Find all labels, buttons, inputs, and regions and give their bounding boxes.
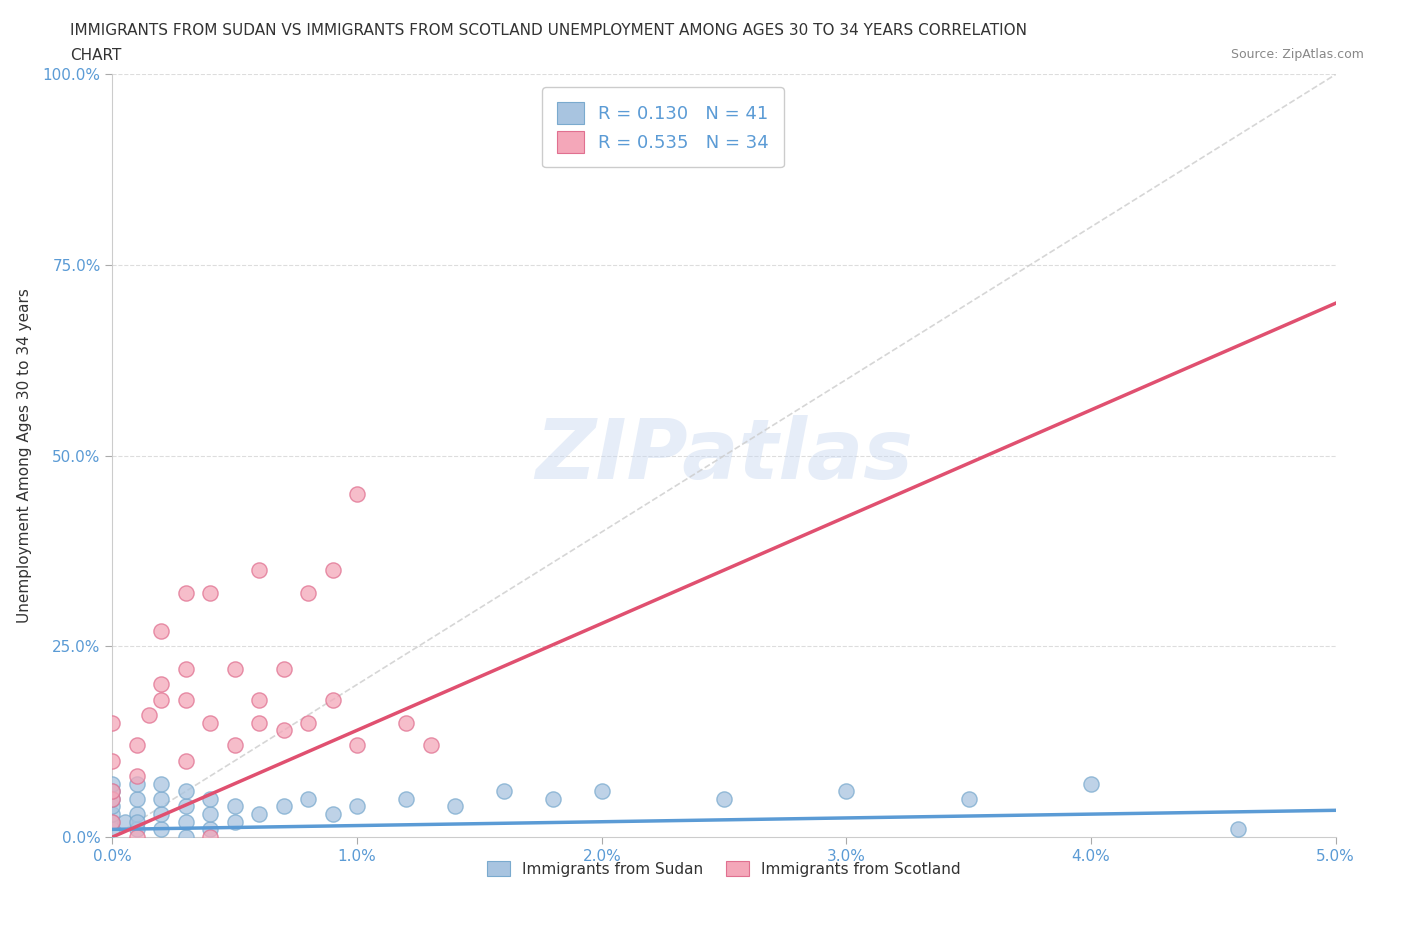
Point <box>125 822 148 837</box>
Point <box>174 753 197 768</box>
Point <box>200 791 222 806</box>
Point <box>247 563 270 578</box>
Point <box>125 738 148 753</box>
Point <box>101 791 124 806</box>
Point <box>125 806 148 821</box>
Point <box>125 815 148 830</box>
Point <box>125 777 148 791</box>
Point <box>174 662 197 677</box>
Point <box>200 822 222 837</box>
Point <box>346 486 368 501</box>
Point <box>346 738 368 753</box>
Point <box>224 738 246 753</box>
Point <box>125 768 148 783</box>
Point <box>444 799 467 814</box>
Point <box>150 791 173 806</box>
Point <box>174 586 197 601</box>
Point <box>150 624 173 639</box>
Point <box>174 815 197 830</box>
Point <box>492 784 515 799</box>
Point <box>101 815 124 830</box>
Point <box>835 784 858 799</box>
Point <box>273 723 295 737</box>
Point <box>114 815 136 830</box>
Text: ZIPatlas: ZIPatlas <box>536 415 912 497</box>
Point <box>322 806 344 821</box>
Point <box>1226 822 1249 837</box>
Point <box>247 806 270 821</box>
Point <box>200 715 222 730</box>
Point <box>101 753 124 768</box>
Point <box>419 738 441 753</box>
Point <box>273 662 295 677</box>
Point <box>101 715 124 730</box>
Point <box>101 822 124 837</box>
Legend: Immigrants from Sudan, Immigrants from Scotland: Immigrants from Sudan, Immigrants from S… <box>481 855 967 883</box>
Point <box>247 692 270 707</box>
Point <box>273 799 295 814</box>
Point <box>150 777 173 791</box>
Point <box>138 708 160 723</box>
Point <box>322 692 344 707</box>
Point <box>224 662 246 677</box>
Point <box>101 777 124 791</box>
Point <box>101 791 124 806</box>
Point <box>150 822 173 837</box>
Point <box>125 830 148 844</box>
Point <box>322 563 344 578</box>
Point <box>1080 777 1102 791</box>
Point <box>101 784 124 799</box>
Point <box>297 586 319 601</box>
Point <box>395 715 418 730</box>
Point <box>224 815 246 830</box>
Point <box>395 791 418 806</box>
Point <box>174 799 197 814</box>
Point <box>101 806 124 821</box>
Point <box>174 830 197 844</box>
Point <box>101 815 124 830</box>
Point <box>591 784 613 799</box>
Point <box>297 715 319 730</box>
Point <box>200 806 222 821</box>
Point <box>174 692 197 707</box>
Point <box>247 715 270 730</box>
Point <box>224 799 246 814</box>
Point <box>541 791 564 806</box>
Text: Source: ZipAtlas.com: Source: ZipAtlas.com <box>1230 48 1364 61</box>
Point <box>957 791 980 806</box>
Point <box>150 692 173 707</box>
Point <box>200 830 222 844</box>
Point <box>200 586 222 601</box>
Point <box>150 677 173 692</box>
Point <box>346 799 368 814</box>
Point <box>174 784 197 799</box>
Point <box>101 784 124 799</box>
Point <box>297 791 319 806</box>
Y-axis label: Unemployment Among Ages 30 to 34 years: Unemployment Among Ages 30 to 34 years <box>17 288 31 623</box>
Point <box>150 806 173 821</box>
Text: IMMIGRANTS FROM SUDAN VS IMMIGRANTS FROM SCOTLAND UNEMPLOYMENT AMONG AGES 30 TO : IMMIGRANTS FROM SUDAN VS IMMIGRANTS FROM… <box>70 23 1028 38</box>
Point <box>101 799 124 814</box>
Text: CHART: CHART <box>70 48 122 63</box>
Point <box>713 791 735 806</box>
Point <box>125 791 148 806</box>
